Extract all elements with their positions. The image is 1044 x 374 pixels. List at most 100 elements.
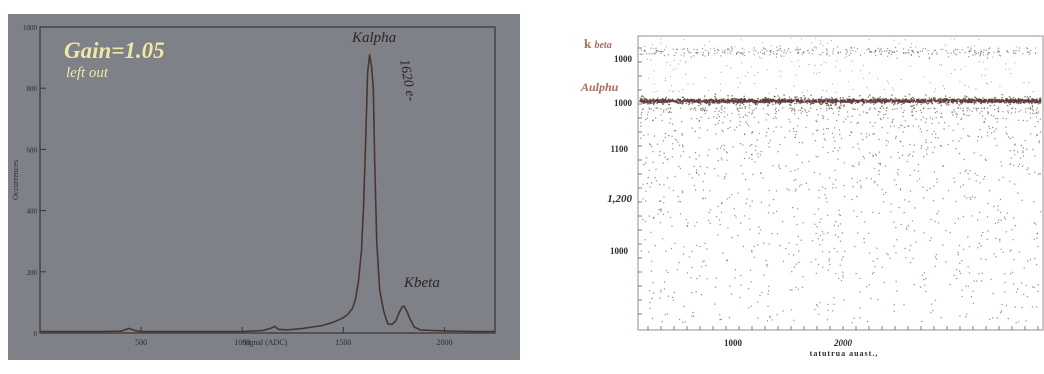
- scatter-point: [973, 103, 975, 105]
- scatter-point: [1036, 237, 1038, 239]
- scatter-point: [641, 95, 644, 97]
- scatter-point: [913, 97, 915, 100]
- scatter-point: [719, 83, 722, 85]
- scatter-point: [947, 190, 950, 192]
- scatter-point: [772, 165, 774, 167]
- scatter-point: [743, 215, 746, 217]
- scatter-point: [859, 54, 862, 56]
- scatter-point: [951, 111, 953, 113]
- scatter-point: [873, 51, 875, 54]
- scatter-point: [902, 48, 905, 50]
- scatter-point: [879, 118, 882, 120]
- scatter-point: [854, 102, 857, 104]
- scatter-point: [747, 307, 750, 309]
- scatter-point: [883, 281, 886, 284]
- scatter-point: [826, 51, 828, 54]
- scatter-point: [979, 54, 982, 56]
- scatter-point: [692, 108, 694, 110]
- scatter-point: [962, 109, 964, 112]
- scatter-point: [868, 284, 871, 286]
- scatter-point: [1009, 97, 1012, 99]
- scatter-point: [881, 98, 884, 100]
- scatter-point: [779, 244, 781, 247]
- scatter-point: [734, 269, 737, 271]
- scatter-point: [1012, 107, 1014, 109]
- scatter-point: [983, 98, 986, 101]
- scatter-point: [1011, 229, 1013, 231]
- scatter-point: [778, 70, 780, 72]
- scatter-point: [937, 102, 939, 105]
- scatter-point: [797, 51, 799, 54]
- scatter-point: [866, 49, 868, 51]
- scatter-point: [911, 220, 914, 222]
- scatter-point: [680, 155, 682, 157]
- scatter-point: [876, 247, 878, 249]
- scatter-point: [1021, 101, 1023, 104]
- scatter-point: [771, 319, 773, 321]
- scatter-point: [793, 130, 795, 133]
- scatter-point: [893, 303, 895, 306]
- scatter-point: [850, 131, 852, 133]
- scatter-point: [859, 70, 862, 72]
- scatter-point: [923, 107, 925, 110]
- scatter-point: [817, 238, 819, 240]
- scatter-point: [971, 101, 973, 103]
- scatter-point: [859, 317, 861, 319]
- scatter-point: [757, 100, 760, 103]
- scatter-point: [977, 100, 979, 102]
- scatter-point: [739, 104, 741, 106]
- scatter-point: [671, 123, 674, 125]
- scatter-point: [673, 59, 675, 61]
- scatter-point: [669, 110, 671, 112]
- scatter-point: [966, 110, 968, 112]
- scatter-point: [863, 77, 865, 79]
- scatter-point: [828, 258, 831, 260]
- scatter-point: [1040, 211, 1042, 213]
- scatter-point: [1039, 118, 1042, 120]
- scatter-point: [958, 140, 960, 142]
- scatter-point: [653, 109, 655, 112]
- scatter-point: [763, 102, 766, 104]
- scatter-point: [887, 132, 889, 134]
- scatter-point: [853, 108, 855, 111]
- scatter-point: [766, 131, 768, 134]
- scatter-point: [1019, 157, 1022, 159]
- scatter-point: [1027, 167, 1030, 169]
- scatter-point: [913, 169, 916, 171]
- scatter-point: [1004, 291, 1006, 293]
- scatter-point: [662, 51, 664, 53]
- scatter-point: [660, 38, 662, 40]
- scatter-point: [812, 99, 814, 101]
- scatter-point: [839, 264, 841, 266]
- scatter-point: [882, 117, 885, 119]
- scatter-point: [672, 143, 674, 145]
- scatter-point: [904, 99, 907, 102]
- scatter-point: [907, 125, 909, 127]
- scatter-point: [670, 100, 673, 103]
- scatter-point: [708, 104, 710, 107]
- scatter-point: [793, 113, 796, 115]
- scatter-point: [639, 99, 641, 102]
- scatter-point: [890, 203, 892, 205]
- scatter-point: [1039, 131, 1042, 133]
- scatter-point: [789, 121, 791, 123]
- scatter-point: [769, 316, 771, 319]
- scatter-point: [940, 64, 943, 66]
- kbeta-label: Kbeta: [403, 275, 440, 291]
- scatter-point: [860, 132, 862, 135]
- scatter-point: [739, 121, 741, 123]
- scatter-point: [894, 103, 896, 105]
- scatter-point: [701, 99, 704, 102]
- scatter-point: [871, 273, 874, 275]
- scatter-point: [724, 99, 727, 102]
- scatter-point: [751, 113, 753, 115]
- scatter-point: [956, 102, 958, 105]
- scatter-point: [970, 50, 972, 52]
- scatter-point: [667, 103, 670, 106]
- scatter-point: [741, 47, 744, 49]
- scatter-point: [877, 110, 880, 113]
- scatter-point: [923, 232, 925, 234]
- scatter-point: [828, 251, 830, 253]
- scatter-point: [708, 51, 710, 53]
- scatter-point: [646, 53, 648, 55]
